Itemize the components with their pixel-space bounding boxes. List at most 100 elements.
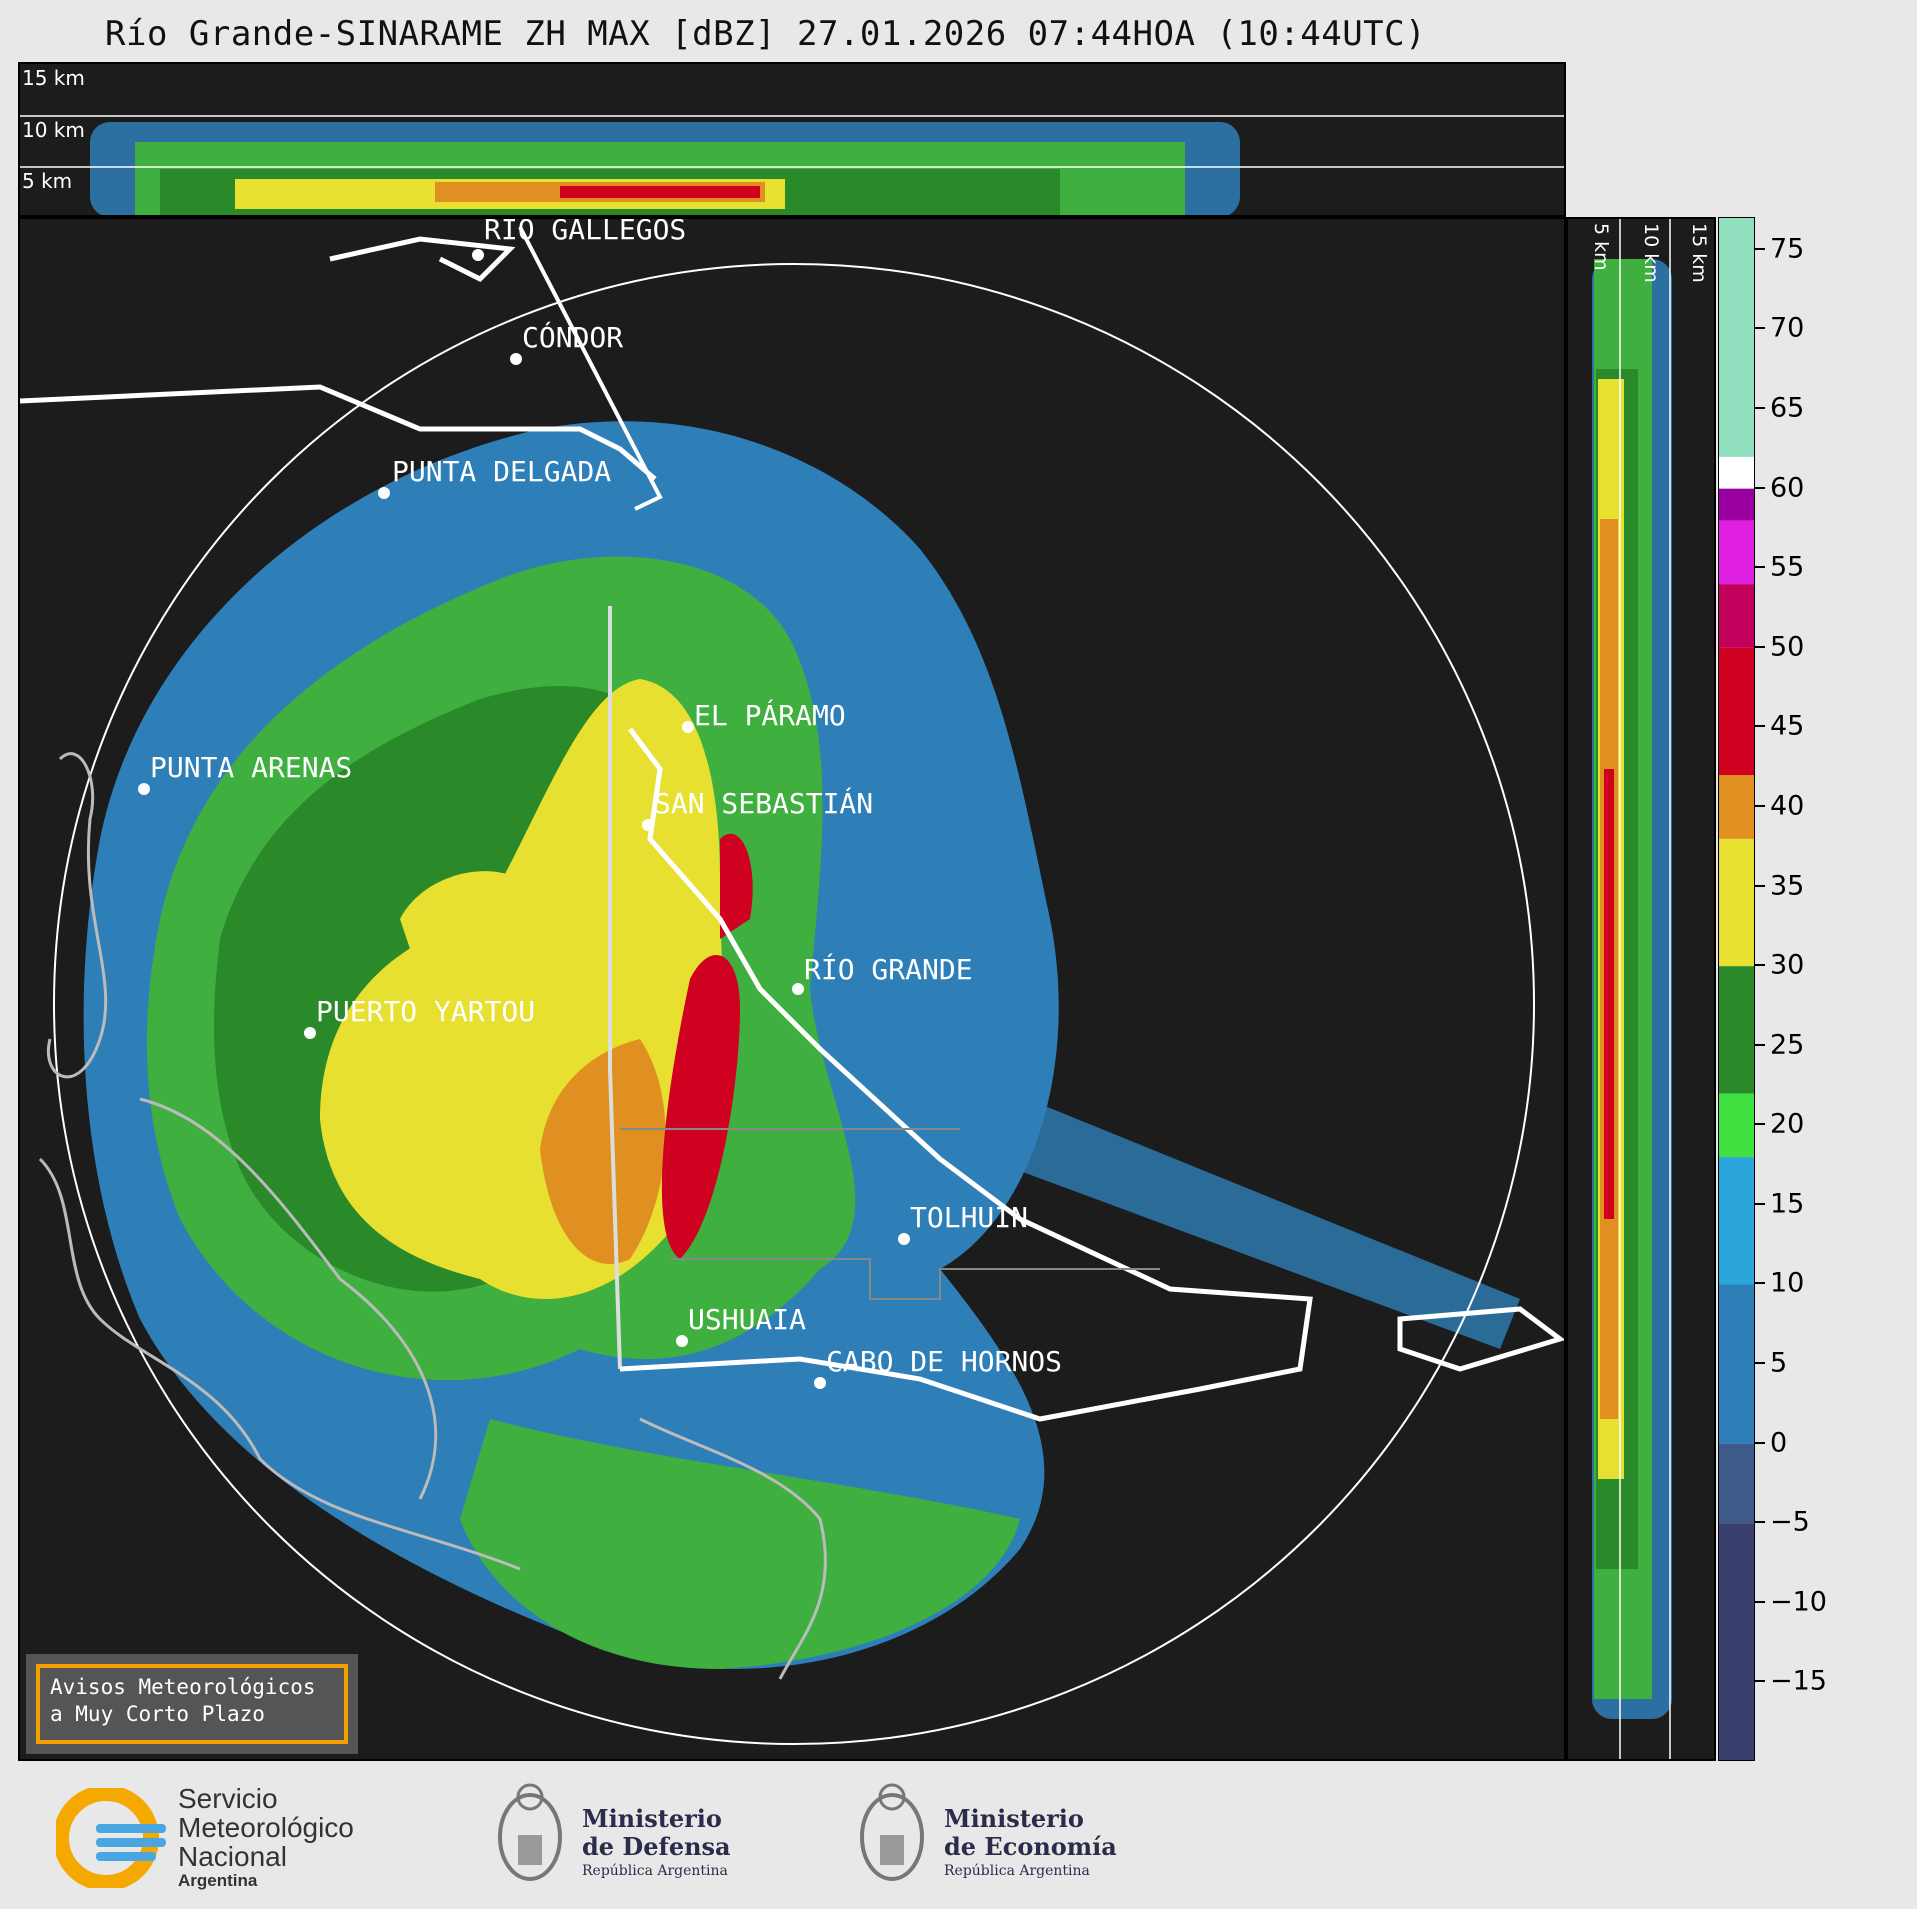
city-label-punta-delgada: PUNTA DELGADA: [392, 455, 612, 488]
city-label-ushuaia: USHUAIA: [688, 1303, 807, 1336]
defensa-line2: de Defensa: [582, 1832, 731, 1861]
colorbar-tick-mark: [1755, 247, 1765, 250]
city-dot-punta-arenas: [138, 783, 150, 795]
colorbar-band-10: [1719, 520, 1754, 585]
colorbar-tick-label: 70: [1770, 312, 1805, 344]
city-dot-ushuaia: [676, 1335, 688, 1347]
top-echo-profile: [20, 115, 1564, 215]
city-dot-punta-delgada: [378, 487, 390, 499]
colorbar-tick-label: −5: [1770, 1506, 1810, 1538]
colorbar-tick-label: 25: [1770, 1029, 1805, 1061]
colorbar-tick-label: 20: [1770, 1108, 1805, 1140]
top-cross-section: 15 km 10 km 5 km: [18, 62, 1566, 217]
colorbar-tick-label: 65: [1770, 392, 1805, 424]
city-label-rio-gallegos: RÍO GALLEGOS: [484, 217, 687, 246]
colorbar-tick-mark: [1755, 486, 1765, 489]
colorbar-tick-label: 35: [1770, 870, 1805, 902]
city-dot-el-paramo: [682, 721, 694, 733]
side-label-5km: 5 km: [1590, 223, 1612, 271]
defensa-logo-text: Ministerio de Defensa República Argentin…: [582, 1805, 731, 1881]
colorbar-tick-label: 50: [1770, 631, 1805, 663]
smn-logo: [53, 1785, 166, 1891]
city-label-tolhuin: TOLHUIN: [910, 1201, 1029, 1234]
economia-line3: República Argentina: [944, 1863, 1090, 1879]
colorbar-band-11: [1719, 488, 1754, 521]
colorbar-tick-label: −15: [1770, 1665, 1827, 1697]
colorbar-tick-label: 0: [1770, 1427, 1788, 1459]
colorbar-band-13: [1719, 218, 1754, 457]
colorbar-band-9: [1719, 584, 1754, 648]
height-label-10km: 10 km: [22, 118, 85, 142]
warning-line1: Avisos Meteorológicos: [50, 1675, 316, 1699]
city-label-punta-arenas: PUNTA ARENAS: [150, 751, 353, 784]
colorbar-tick-mark: [1755, 1521, 1765, 1524]
colorbar-tick-mark: [1755, 1043, 1765, 1046]
colorbar-band-3: [1719, 1157, 1754, 1285]
city-label-san-sebastian: SAN SEBASTIÁN: [654, 787, 874, 820]
colorbar-tick-mark: [1755, 1123, 1765, 1126]
economia-seal-icon: [856, 1775, 928, 1895]
smn-line1: Servicio: [178, 1783, 278, 1814]
warning-line2: a Muy Corto Plazo: [50, 1702, 265, 1726]
colorbar-band-1: [1719, 1443, 1754, 1524]
colorbar-tick-mark: [1755, 327, 1765, 330]
warning-box: Avisos Meteorológicos a Muy Corto Plazo: [26, 1654, 358, 1754]
chart-title: Río Grande-SINARAME ZH MAX [dBZ] 27.01.2…: [105, 14, 1427, 54]
city-label-cabo-de-hornos: CABO DE HORNOS: [826, 1345, 1063, 1378]
colorbar-tick-label: 10: [1770, 1267, 1805, 1299]
economia-line1: Ministerio: [944, 1804, 1084, 1833]
smn-line3: Nacional: [178, 1841, 287, 1872]
city-dot-cabo-de-hornos: [814, 1377, 826, 1389]
city-label-rio-grande: RÍO GRANDE: [804, 953, 973, 986]
smn-line2: Meteorológico: [178, 1812, 354, 1843]
colorbar-tick-mark: [1755, 407, 1765, 409]
city-dot-condor: [510, 353, 522, 365]
colorbar-band-12: [1719, 456, 1754, 489]
radar-map: RÍO GALLEGOS CÓNDOR PUNTA DELGADA EL PÁR…: [18, 217, 1566, 1761]
city-dot-rio-grande: [792, 983, 804, 995]
city-label-puerto-yartou: PUERTO YARTOU: [316, 995, 536, 1028]
colorbar-band-5: [1719, 966, 1754, 1094]
colorbar: [1718, 217, 1755, 1761]
colorbar-band-8: [1719, 647, 1754, 776]
colorbar-tick-mark: [1755, 964, 1765, 967]
colorbar-tick-label: 45: [1770, 710, 1805, 742]
economia-logo-text: Ministerio de Economía República Argenti…: [944, 1805, 1117, 1881]
colorbar-tick-label: 5: [1770, 1347, 1788, 1379]
city-label-el-paramo: EL PÁRAMO: [694, 699, 846, 732]
radar-echo-field: [20, 226, 1564, 1745]
colorbar-tick-mark: [1755, 1680, 1765, 1683]
colorbar-tick-mark: [1755, 725, 1765, 728]
colorbar-tick-label: 40: [1770, 790, 1805, 822]
colorbar-band-6: [1719, 838, 1754, 967]
economia-line2: de Economía: [944, 1832, 1117, 1861]
colorbar-tick-mark: [1755, 1441, 1765, 1444]
smn-line4: Argentina: [178, 1871, 258, 1890]
side-cross-section: 5 km 10 km 15 km: [1566, 217, 1716, 1761]
colorbar-tick-mark: [1755, 884, 1765, 887]
side-label-10km: 10 km: [1640, 223, 1662, 283]
city-dot-tolhuin: [898, 1233, 910, 1245]
defensa-line3: República Argentina: [582, 1863, 728, 1879]
colorbar-tick-mark: [1755, 804, 1765, 807]
side-echo-profile: [1592, 219, 1672, 1759]
colorbar-tick-label: 30: [1770, 949, 1805, 981]
height-label-5km: 5 km: [22, 169, 73, 193]
city-dot-puerto-yartou: [304, 1027, 316, 1039]
colorbar-tick-mark: [1755, 1362, 1765, 1365]
colorbar-tick-label: 15: [1770, 1188, 1805, 1220]
colorbar-tick-mark: [1755, 1600, 1765, 1603]
colorbar-tick-label: −10: [1770, 1586, 1827, 1618]
colorbar-tick-mark: [1755, 645, 1765, 648]
colorbar-tick-mark: [1755, 1282, 1765, 1285]
city-label-condor: CÓNDOR: [522, 321, 624, 354]
colorbar-band-2: [1719, 1284, 1754, 1444]
city-dot-san-sebastian: [642, 819, 654, 831]
colorbar-band-4: [1719, 1093, 1754, 1158]
smn-logo-text: Servicio Meteorológico Nacional Argentin…: [178, 1784, 354, 1891]
colorbar-tick-mark: [1755, 1202, 1765, 1205]
colorbar-tick-label: 75: [1770, 233, 1805, 265]
colorbar-tick-mark: [1755, 566, 1765, 569]
colorbar-band-7: [1719, 775, 1754, 839]
side-label-15km: 15 km: [1688, 223, 1710, 283]
